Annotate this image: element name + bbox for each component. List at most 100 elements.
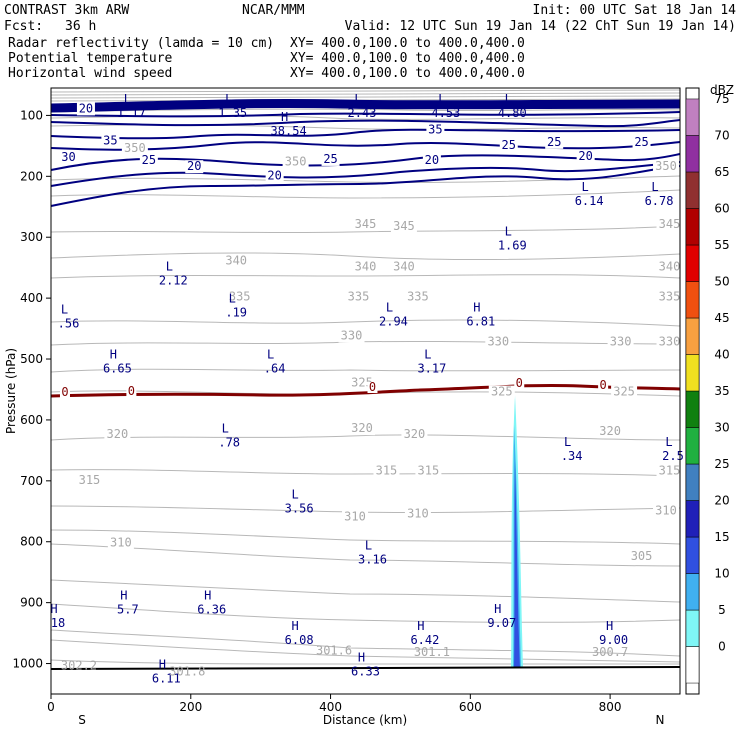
wind-label: 25 xyxy=(499,138,518,152)
wind-label: 35 xyxy=(101,134,120,148)
valid-time: Valid: 12 UTC Sun 19 Jan 14 (22 ChT Sun … xyxy=(345,19,736,34)
freezing-label-text: 0 xyxy=(369,380,376,394)
theta-label: 315 xyxy=(656,464,683,478)
wind-label: 25 xyxy=(545,135,564,149)
theta-label-text: 315 xyxy=(79,473,101,487)
freezing-label-text: 0 xyxy=(516,376,523,390)
legend-potential-temperature: Potential temperature xyxy=(8,51,173,66)
theta-label: 325 xyxy=(488,385,515,399)
y-tick-label: 900 xyxy=(20,596,43,610)
hl-marker-value: 2.43 xyxy=(348,106,377,120)
theta-label-bg xyxy=(656,335,683,349)
hl-marker-value: 3.16 xyxy=(358,553,387,567)
colorbar-level: 55 xyxy=(714,238,729,252)
wind-label: 20 xyxy=(422,153,441,168)
hl-marker-letter: H xyxy=(606,619,613,633)
hl-marker-value: 9.07 xyxy=(487,616,516,630)
hl-marker-letter: H xyxy=(281,110,288,124)
freezing-label-text: 0 xyxy=(128,384,135,398)
theta-label-bg xyxy=(223,254,250,268)
hl-marker-value: 2.12 xyxy=(159,274,188,288)
theta-label-bg xyxy=(485,335,512,349)
theta-label: 305 xyxy=(628,549,655,564)
hl-marker-letter: H xyxy=(494,602,501,616)
colorbar-swatch xyxy=(685,171,700,209)
colorbar-level: 30 xyxy=(714,421,729,435)
hl-marker-value: 2.5 xyxy=(662,449,684,463)
y-tick-label: 700 xyxy=(20,474,43,488)
hl-marker-letter: L xyxy=(61,302,68,316)
theta-label: 330 xyxy=(607,335,634,349)
theta-label-text: 350 xyxy=(655,159,677,173)
hl-marker-value: 6.78 xyxy=(645,194,674,208)
theta-label: 340 xyxy=(352,260,379,274)
theta-label-text: 340 xyxy=(355,260,377,274)
wind-label-text: 20 xyxy=(267,168,281,182)
hl-marker-value: 5.7 xyxy=(117,603,139,617)
hl-marker-letter: H xyxy=(204,589,211,603)
y-tick-label: 200 xyxy=(20,169,43,183)
surface-theta-label: 301.1 xyxy=(414,645,450,659)
colorbar-swatch xyxy=(685,281,700,319)
theta-label-bg xyxy=(349,422,376,436)
hl-marker-letter: L xyxy=(665,435,672,449)
y-tick-label: 100 xyxy=(20,108,43,122)
theta-label: 310 xyxy=(653,503,680,518)
hl-marker-value: .34 xyxy=(561,449,583,463)
theta-label-text: 350 xyxy=(124,141,146,155)
theta-label-text: 335 xyxy=(407,290,429,304)
theta-label: 310 xyxy=(404,506,431,521)
colorbar-swatch xyxy=(685,354,700,392)
colorbar-level: 20 xyxy=(714,494,729,508)
theta-label-bg xyxy=(121,141,148,155)
theta-label-text: 320 xyxy=(404,427,426,441)
theta-label-text: 330 xyxy=(341,329,363,343)
colorbar-level: 0 xyxy=(718,640,726,654)
theta-label: 310 xyxy=(107,536,134,550)
wind-label: 20 xyxy=(185,159,204,174)
theta-label: 335 xyxy=(656,290,683,304)
theta-label-bg xyxy=(404,290,431,304)
wind-label-text: 20 xyxy=(578,149,592,163)
theta-label-text: 310 xyxy=(655,503,677,517)
theta-label: 350 xyxy=(121,141,148,155)
hl-marker-value: 6.36 xyxy=(197,603,226,617)
theta-label-text: 315 xyxy=(418,464,440,478)
wind-label: 25 xyxy=(632,135,651,149)
theta-label: 340 xyxy=(656,260,683,274)
plot-frame xyxy=(50,87,681,695)
model-title: CONTRAST 3km ARW xyxy=(4,3,129,18)
theta-label: 335 xyxy=(226,290,253,304)
theta-label-text: 310 xyxy=(407,506,429,520)
wind-label-text: 20 xyxy=(187,159,201,173)
surface-theta-label: 300.7 xyxy=(592,645,628,659)
hl-marker-value: 1.69 xyxy=(498,238,527,252)
theta-label: 315 xyxy=(415,464,442,478)
hl-marker-value: 6.65 xyxy=(103,361,132,375)
surface-theta-label: 301.8 xyxy=(169,665,205,679)
hl-marker-letter: L xyxy=(564,435,571,449)
theta-label: 320 xyxy=(597,424,624,439)
colorbar-swatch xyxy=(685,317,700,355)
theta-label-text: 345 xyxy=(355,217,377,231)
wind-label-bg xyxy=(185,160,204,174)
theta-label-text: 305 xyxy=(631,549,653,563)
theta-label-bg xyxy=(656,464,683,478)
theta-label-text: 335 xyxy=(229,290,251,304)
wind-label-bg xyxy=(76,102,95,116)
freezing-label-bg xyxy=(514,378,525,389)
hl-marker-letter: L xyxy=(386,301,393,315)
theta-label: 330 xyxy=(656,335,683,349)
wind-label-text: 30 xyxy=(61,150,75,164)
theta-label: 330 xyxy=(485,335,512,349)
x-axis-north-label: N xyxy=(656,713,665,727)
theta-label-bg xyxy=(607,335,634,349)
colorbar-swatch xyxy=(685,135,700,173)
y-tick-label: 600 xyxy=(20,413,43,427)
wind-label-bg xyxy=(426,123,445,137)
colorbar-swatch xyxy=(685,500,700,538)
forecast-label: Fcst: xyxy=(4,19,43,34)
hl-marker-value: .56 xyxy=(58,316,80,330)
